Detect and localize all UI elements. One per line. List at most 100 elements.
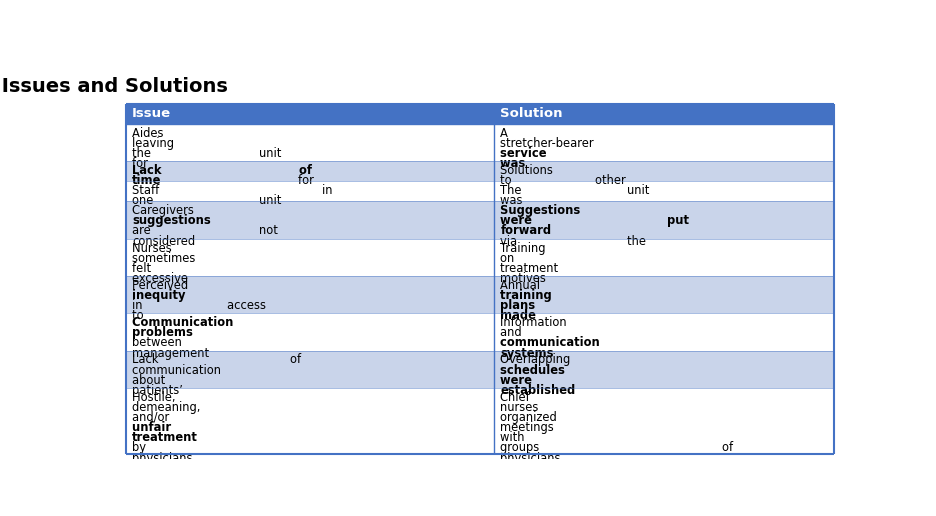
Bar (125, 161, 494, 181)
Text: of: of (300, 164, 316, 177)
Text: from 46 Job Design Issues and Solutions: from 46 Job Design Issues and Solutions (0, 77, 227, 96)
Text: Chief: Chief (501, 391, 534, 404)
Text: communication: communication (501, 336, 604, 349)
Text: treatment: treatment (132, 431, 198, 444)
Bar (494, 161, 834, 181)
Text: other: other (595, 174, 630, 187)
Bar (125, 276, 494, 313)
Text: nurses: nurses (501, 401, 542, 414)
Text: between: between (132, 336, 185, 349)
Text: Solution: Solution (501, 107, 563, 120)
Text: were: were (501, 374, 536, 386)
Bar (494, 276, 834, 313)
Bar (125, 313, 494, 351)
Text: Nurses: Nurses (132, 241, 176, 254)
Text: Perceived: Perceived (132, 279, 192, 292)
Text: Staff: Staff (132, 184, 163, 197)
Text: established: established (501, 384, 576, 397)
Text: put: put (667, 214, 694, 228)
Bar (125, 239, 494, 276)
Text: leaving: leaving (132, 137, 178, 150)
Bar (494, 124, 834, 161)
Text: Training: Training (501, 241, 549, 254)
Bar (125, 104, 494, 124)
Text: forward: forward (501, 224, 551, 237)
Text: schedules: schedules (501, 364, 569, 377)
Text: by: by (132, 441, 150, 455)
Bar (125, 388, 494, 455)
Text: service: service (501, 147, 551, 160)
Bar (494, 388, 834, 455)
Bar (125, 201, 494, 239)
Text: physicians: physicians (501, 452, 564, 464)
Text: to: to (132, 309, 148, 322)
Text: inequity: inequity (132, 289, 185, 302)
Bar (494, 351, 834, 388)
Text: organized: organized (501, 411, 561, 424)
Text: A: A (501, 126, 512, 140)
Text: training: training (501, 289, 556, 302)
Text: with: with (501, 431, 529, 444)
Text: Issue: Issue (132, 107, 171, 120)
Text: Aides: Aides (132, 126, 168, 140)
Text: for: for (298, 174, 317, 187)
Text: unit: unit (258, 147, 285, 160)
Text: time: time (132, 174, 162, 187)
Text: Overlapping: Overlapping (501, 353, 575, 366)
Text: groups: groups (501, 441, 543, 455)
Text: patients’: patients’ (132, 384, 187, 397)
Text: demeaning,: demeaning, (132, 401, 204, 414)
Text: Suggestions: Suggestions (501, 204, 585, 217)
Text: was: was (501, 157, 530, 170)
Text: access: access (227, 299, 270, 312)
Text: systems: systems (501, 347, 554, 360)
Text: one: one (132, 194, 157, 207)
Text: suggestions: suggestions (132, 214, 211, 228)
Text: are: are (132, 224, 154, 237)
Text: not: not (258, 224, 281, 237)
Text: unit: unit (627, 184, 652, 197)
Text: Communication: Communication (132, 316, 238, 329)
Text: Hostile,: Hostile, (132, 391, 180, 404)
Text: motives: motives (501, 272, 549, 285)
Text: communication: communication (132, 364, 225, 377)
Text: the: the (132, 147, 154, 160)
Text: Lack: Lack (132, 164, 166, 177)
Text: in: in (322, 184, 336, 197)
Bar (494, 104, 834, 124)
Text: The: The (501, 184, 525, 197)
Text: considered: considered (132, 235, 196, 248)
Bar (494, 313, 834, 351)
Text: in: in (132, 299, 146, 312)
Text: meetings: meetings (501, 421, 558, 434)
Text: Solutions: Solutions (501, 164, 557, 177)
Bar (494, 181, 834, 201)
Text: were: were (501, 214, 536, 228)
Text: physicians.: physicians. (132, 452, 200, 464)
Text: problems: problems (132, 326, 193, 339)
Text: felt: felt (132, 262, 155, 275)
Text: plans: plans (501, 299, 539, 312)
Text: excessive: excessive (132, 272, 192, 285)
Text: for: for (132, 157, 152, 170)
Text: treatment: treatment (501, 262, 563, 275)
Text: made: made (501, 309, 540, 322)
Text: on: on (501, 252, 519, 265)
Text: about: about (132, 374, 169, 386)
Text: Caregivers: Caregivers (132, 204, 197, 217)
Text: was: was (501, 194, 527, 207)
Text: via: via (501, 235, 521, 248)
Text: and/or: and/or (132, 411, 173, 424)
Bar (494, 239, 834, 276)
Bar (125, 181, 494, 201)
Text: Lack: Lack (132, 353, 162, 366)
Text: and: and (501, 326, 526, 339)
Text: Annual: Annual (501, 279, 544, 292)
Text: sometimes: sometimes (132, 252, 199, 265)
Text: Information: Information (501, 316, 571, 329)
Text: stretcher-bearer: stretcher-bearer (501, 137, 598, 150)
Bar (125, 351, 494, 388)
Text: management: management (132, 347, 213, 360)
Text: unit: unit (258, 194, 285, 207)
Bar (494, 201, 834, 239)
